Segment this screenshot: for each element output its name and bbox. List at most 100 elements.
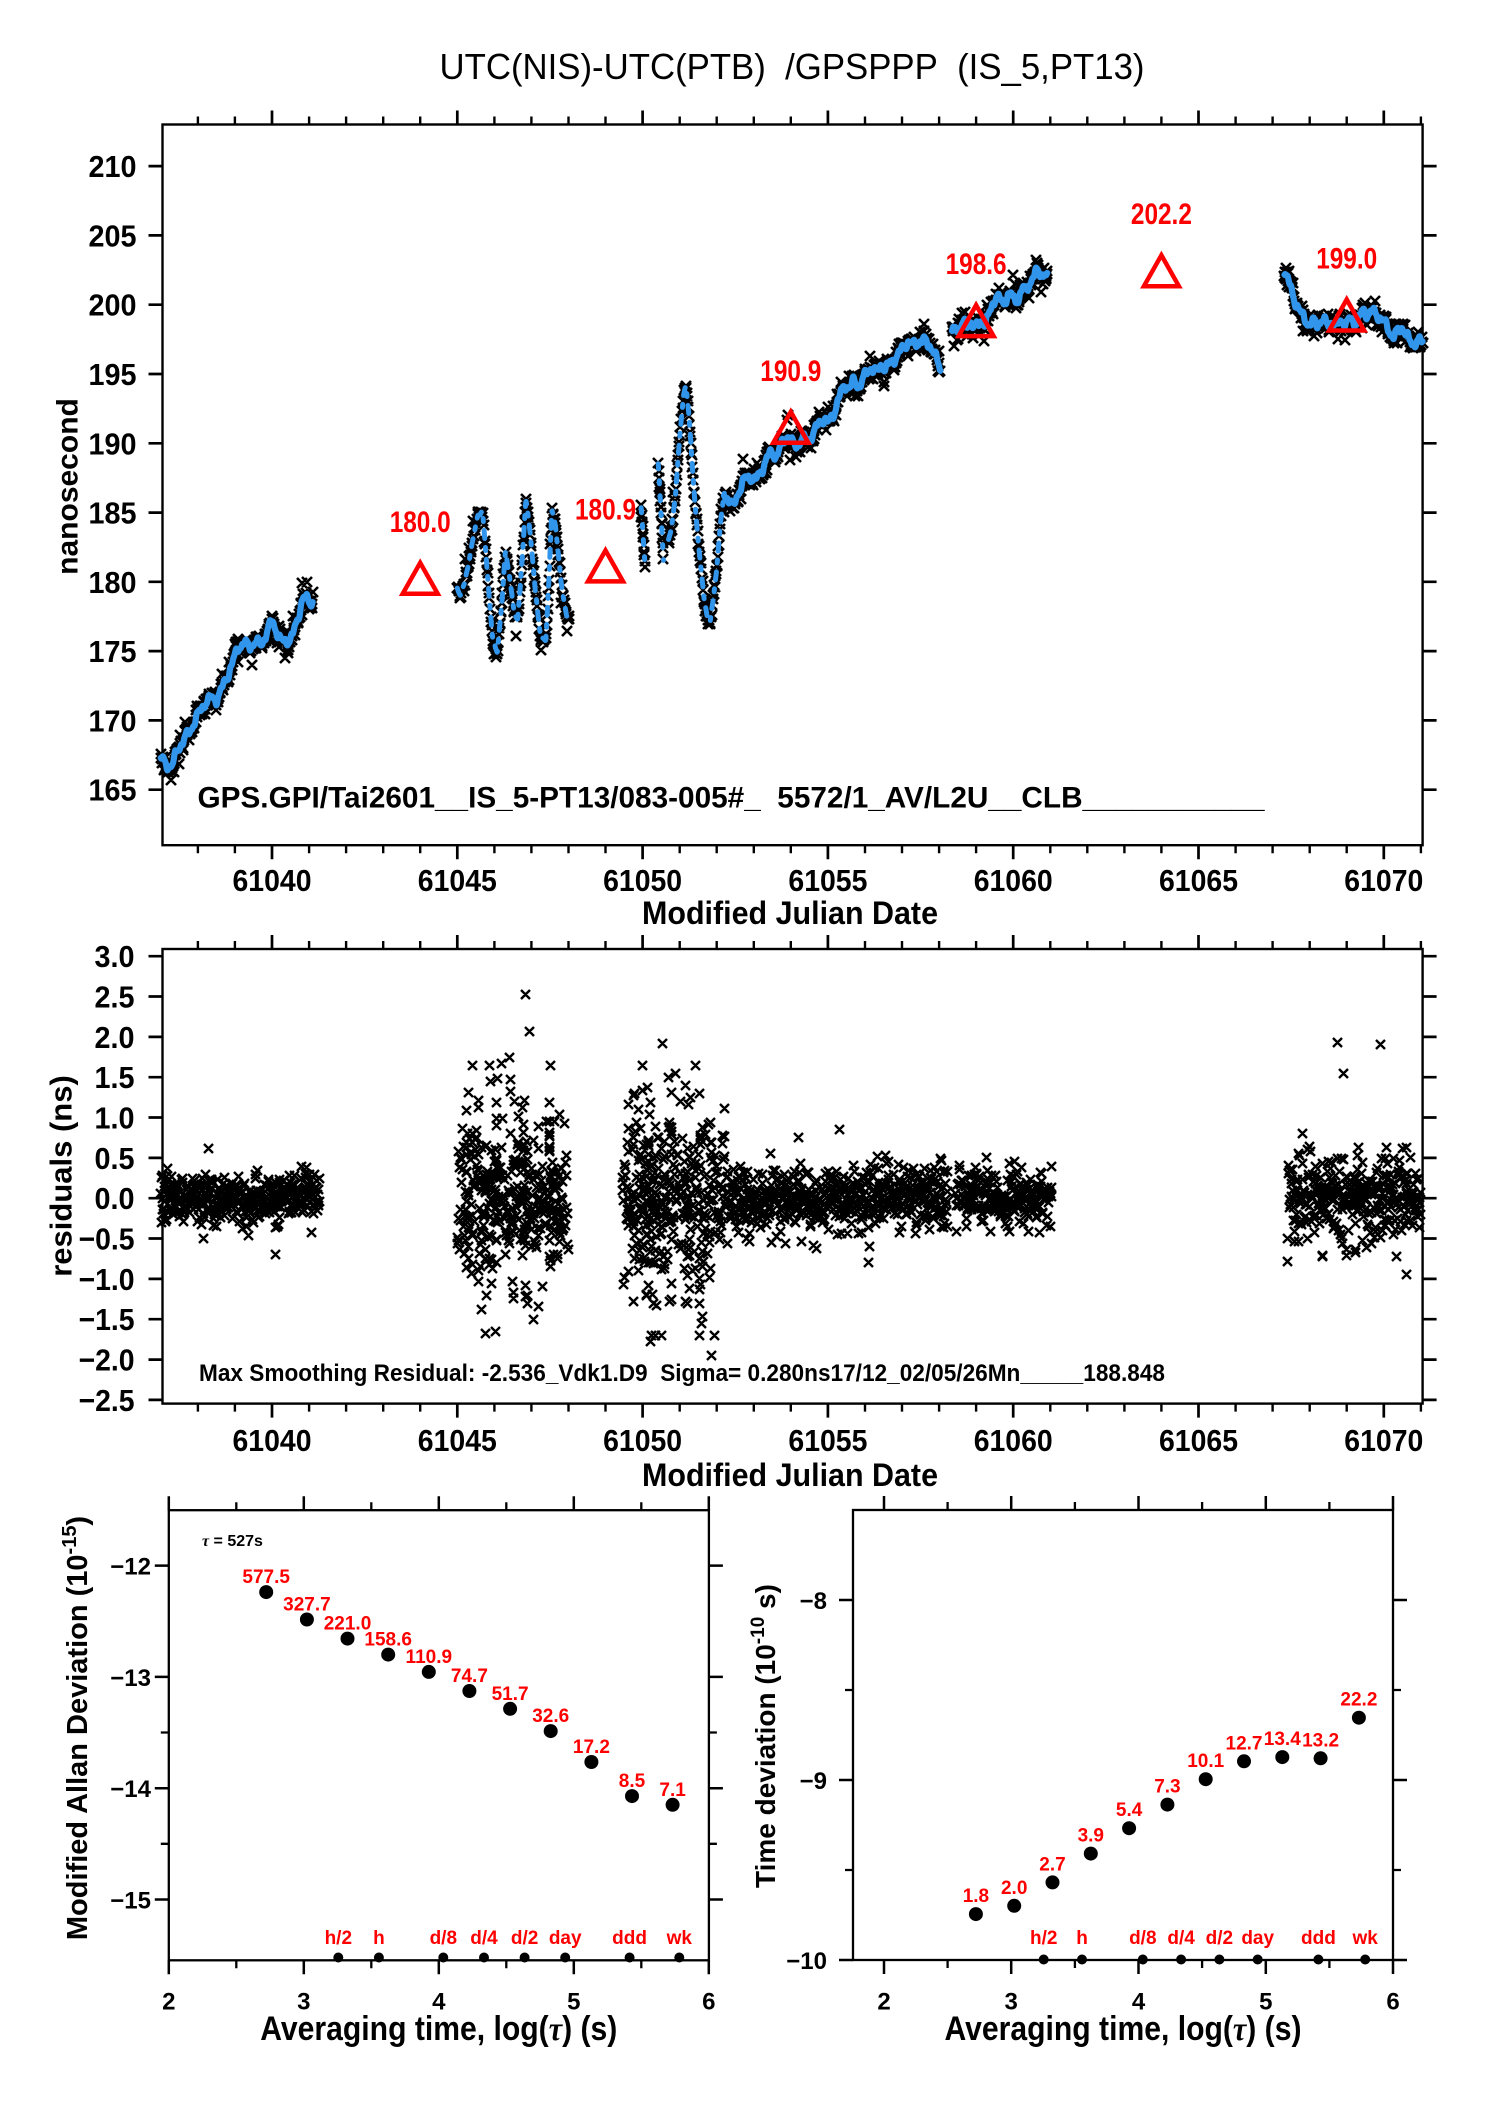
- svg-text:Max Smoothing Residual: -2.536: Max Smoothing Residual: -2.536_Vdk1.D9 S…: [199, 1360, 1165, 1387]
- svg-text:5.4: 5.4: [1116, 1800, 1143, 1821]
- svg-text:180.0: 180.0: [390, 506, 451, 539]
- svg-text:198.6: 198.6: [946, 248, 1007, 281]
- svg-text:2.5: 2.5: [95, 980, 135, 1015]
- svg-text:61045: 61045: [418, 863, 497, 898]
- svg-text:−14: −14: [110, 1776, 151, 1803]
- svg-text:wk: wk: [1352, 1928, 1379, 1949]
- svg-text:165: 165: [89, 773, 137, 808]
- svg-text:61070: 61070: [1344, 863, 1423, 898]
- svg-text:h: h: [1076, 1928, 1088, 1949]
- svg-text:3.0: 3.0: [95, 939, 135, 974]
- svg-text:ddd: ddd: [1301, 1928, 1336, 1949]
- svg-text:190: 190: [89, 426, 137, 461]
- svg-text:5: 5: [567, 1989, 580, 2016]
- svg-text:d/8: d/8: [430, 1928, 457, 1949]
- svg-text:2.7: 2.7: [1039, 1854, 1065, 1875]
- svg-text:6: 6: [1386, 1989, 1399, 2016]
- svg-text:Averaging time, log(τ) (s): Averaging time, log(τ) (s): [260, 2010, 617, 2048]
- svg-text:61070: 61070: [1344, 1423, 1423, 1458]
- svg-text:ddd: ddd: [612, 1928, 647, 1949]
- svg-text:8.5: 8.5: [619, 1771, 646, 1792]
- svg-text:−9: −9: [800, 1768, 827, 1795]
- svg-text:7.3: 7.3: [1154, 1777, 1180, 1798]
- svg-text:61060: 61060: [974, 863, 1053, 898]
- svg-text:d/4: d/4: [470, 1928, 498, 1949]
- svg-text:0.5: 0.5: [95, 1141, 135, 1176]
- svg-text:Averaging time, log(τ) (s): Averaging time, log(τ) (s): [945, 2010, 1302, 2048]
- svg-text:−13: −13: [110, 1665, 151, 1692]
- svg-text:110.9: 110.9: [406, 1647, 453, 1668]
- svg-text:22.2: 22.2: [1340, 1690, 1377, 1711]
- svg-text:d/8: d/8: [1129, 1928, 1156, 1949]
- svg-text:3: 3: [1005, 1989, 1018, 2016]
- svg-text:GPS.GPI/Tai2601__IS_5-PT13/083: GPS.GPI/Tai2601__IS_5-PT13/083-005#_ 557…: [198, 782, 1265, 815]
- svg-text:17.2: 17.2: [573, 1737, 610, 1758]
- svg-text:−2.5: −2.5: [79, 1383, 135, 1418]
- svg-text:1.8: 1.8: [963, 1886, 989, 1907]
- svg-text:10.1: 10.1: [1187, 1751, 1224, 1772]
- svg-text:1.0: 1.0: [95, 1101, 135, 1136]
- svg-text:577.5: 577.5: [242, 1567, 290, 1588]
- svg-text:32.6: 32.6: [532, 1706, 569, 1727]
- svg-text:13.4: 13.4: [1264, 1729, 1301, 1750]
- svg-text:2: 2: [162, 1989, 175, 2016]
- svg-text:61040: 61040: [233, 863, 312, 898]
- svg-text:61050: 61050: [603, 1423, 682, 1458]
- svg-text:170: 170: [89, 703, 137, 738]
- svg-text:Modified Allan Deviation (10-1: Modified Allan Deviation (10-15): [59, 1516, 94, 1940]
- svg-text:3: 3: [297, 1989, 310, 2016]
- svg-text:61065: 61065: [1159, 1423, 1238, 1458]
- svg-text:h: h: [373, 1928, 385, 1949]
- svg-text:200: 200: [89, 288, 137, 323]
- svg-text:−1.5: −1.5: [79, 1302, 135, 1337]
- svg-text:−1.0: −1.0: [79, 1262, 135, 1297]
- svg-text:61050: 61050: [603, 863, 682, 898]
- svg-text:h/2: h/2: [325, 1928, 352, 1949]
- svg-text:UTC(NIS)-UTC(PTB) /GPSPPP (I: UTC(NIS)-UTC(PTB) /GPSPPP (IS_5,PT13): [440, 46, 1145, 87]
- svg-text:−15: −15: [110, 1888, 151, 1915]
- svg-text:199.0: 199.0: [1316, 243, 1377, 276]
- svg-text:12.7: 12.7: [1226, 1733, 1263, 1754]
- svg-text:210: 210: [89, 149, 137, 184]
- svg-text:180.9: 180.9: [575, 493, 636, 526]
- svg-text:13.2: 13.2: [1302, 1730, 1339, 1751]
- svg-text:τ = 527s: τ = 527s: [202, 1533, 263, 1550]
- svg-text:day: day: [1241, 1928, 1274, 1949]
- svg-text:158.6: 158.6: [364, 1630, 412, 1651]
- svg-text:nanosecond: nanosecond: [52, 398, 85, 575]
- svg-text:d/2: d/2: [1206, 1928, 1233, 1949]
- svg-text:−12: −12: [110, 1554, 151, 1581]
- svg-text:61040: 61040: [233, 1423, 312, 1458]
- svg-text:4: 4: [432, 1989, 446, 2016]
- svg-text:−2.0: −2.0: [79, 1343, 135, 1378]
- svg-text:74.7: 74.7: [451, 1666, 488, 1687]
- svg-text:−8: −8: [800, 1588, 827, 1615]
- svg-text:51.7: 51.7: [492, 1684, 529, 1705]
- svg-text:Modified Julian Date: Modified Julian Date: [642, 895, 938, 931]
- svg-text:1.5: 1.5: [95, 1060, 135, 1095]
- svg-text:0.0: 0.0: [95, 1181, 135, 1216]
- svg-text:residuals (ns): residuals (ns): [44, 1075, 79, 1277]
- svg-text:−10: −10: [786, 1948, 827, 1975]
- svg-text:d/4: d/4: [1167, 1928, 1195, 1949]
- svg-text:wk: wk: [666, 1928, 693, 1949]
- svg-text:2: 2: [877, 1989, 890, 2016]
- svg-text:Modified Julian Date: Modified Julian Date: [642, 1457, 938, 1493]
- svg-text:180: 180: [89, 565, 137, 600]
- svg-text:2.0: 2.0: [95, 1020, 135, 1055]
- svg-text:175: 175: [89, 634, 137, 669]
- svg-text:221.0: 221.0: [324, 1614, 372, 1635]
- svg-text:327.7: 327.7: [283, 1595, 331, 1616]
- svg-text:d/2: d/2: [511, 1928, 538, 1949]
- svg-text:205: 205: [89, 218, 137, 253]
- svg-text:202.2: 202.2: [1131, 198, 1192, 231]
- svg-text:61045: 61045: [418, 1423, 497, 1458]
- svg-text:day: day: [549, 1928, 582, 1949]
- svg-text:−0.5: −0.5: [79, 1222, 135, 1257]
- svg-text:195: 195: [89, 357, 137, 392]
- svg-text:7.1: 7.1: [659, 1780, 686, 1801]
- svg-text:6: 6: [702, 1989, 715, 2016]
- svg-text:185: 185: [89, 496, 137, 531]
- svg-text:61060: 61060: [974, 1423, 1053, 1458]
- svg-text:4: 4: [1132, 1989, 1146, 2016]
